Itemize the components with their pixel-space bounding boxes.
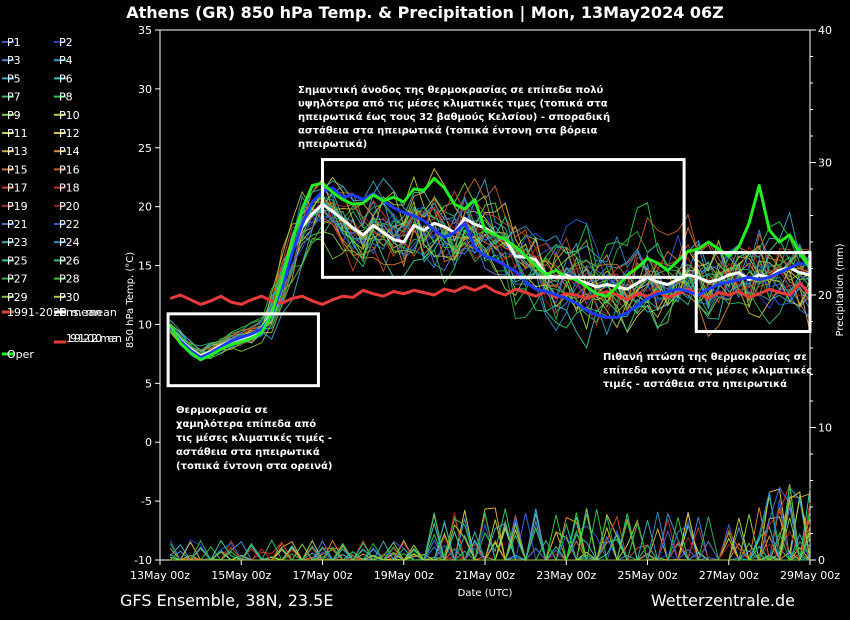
legend-label: P26 (59, 254, 80, 267)
legend-label: P24 (59, 236, 80, 249)
precipitation-traces (169, 483, 811, 562)
annotation-line: Σημαντική άνοδος της θερμοκρασίας σε επί… (298, 84, 604, 96)
x-tick-label: 23May 00z (536, 569, 596, 582)
y2-tick-label: 30 (818, 157, 832, 170)
footer-model-info: GFS Ensemble, 38N, 23.5E (120, 591, 333, 610)
legend-label: Ens. mean (59, 306, 117, 319)
series-line-oper (168, 176, 812, 362)
y-tick-label: -5 (141, 495, 152, 508)
annotation-line: Θερμοκρασία σε (176, 404, 268, 416)
annotation-line: ηπειρωτικά) (298, 138, 367, 150)
legend-label: Oper (7, 348, 34, 361)
legend-label: P2 (59, 36, 73, 49)
annotation-line: ηπειρωτικά έως τους 32 βαθμούς Κελσίου) … (298, 111, 610, 123)
annotation-line: τιμές - αστάθεια στα ηπειρωτικά (603, 378, 787, 390)
footer-source: Wetterzentrale.de (651, 591, 795, 610)
legend-label: P25 (7, 254, 28, 267)
legend-label: P8 (59, 91, 73, 104)
y-tick-label: 30 (138, 83, 152, 96)
x-axis-ticks: 13May 00z 15May 00z 17May 00z 19May 00z 21Ma… (130, 560, 840, 582)
member-line-p16 (169, 177, 811, 359)
member-line-p29 (169, 202, 811, 359)
annotation-line: αστάθεια στα ηπειρωτικά (176, 446, 320, 458)
x-tick-label: 15May 00z (211, 569, 271, 582)
legend-label: P22 (59, 218, 80, 231)
annotation-line: Πιθανή πτώση της θερμοκρασίας σε (603, 351, 807, 363)
highlight-box-3 (694, 251, 812, 334)
y-tick-label: 25 (138, 142, 152, 155)
legend: P1 P2 P3 P4 P5 P6 P7 P8 P9 P10 P11 P12 P13 P14 P15 P16 P… (2, 36, 122, 361)
chart-title: Athens (GR) 850 hPa Temp. & Precipitatio… (126, 3, 724, 23)
highlight-boxes (166, 158, 812, 388)
y-tick-label: 10 (138, 318, 152, 331)
y2-tick-label: 0 (818, 554, 825, 567)
y2-tick-label: 20 (818, 289, 832, 302)
legend-label: P29 (7, 291, 28, 304)
legend-label: P28 (59, 273, 80, 286)
x-tick-label: 21May 00z (455, 569, 515, 582)
legend-label: P20 (59, 200, 80, 213)
plot-area (159, 29, 812, 562)
y-axis-ticks: 35 30 25 20 15 10 5 0 -5 -10 (134, 24, 160, 567)
annotation-cool: Θερμοκρασία σε χαμηλότερα επίπεδα από τις … (176, 404, 332, 472)
legend-label: 1991-2020 mean (66, 332, 122, 345)
legend-label: P5 (7, 72, 21, 85)
y2-axis-label: Precipitation (mm) (835, 243, 846, 336)
x-tick-label: 19May 00z (374, 569, 434, 582)
annotation-line: αστάθεια στα ηπειρωτικά (τοπικά έντονη σ… (298, 125, 597, 137)
annotation-line: (τοπικά έντονη στα ορεινά) (176, 460, 332, 472)
legend-label: P7 (7, 91, 21, 104)
annotation-line: υψηλότερα από τις μέσες κλιματικές τιμες… (298, 98, 608, 110)
legend-label: P6 (59, 72, 73, 85)
y-tick-label: 20 (138, 201, 152, 214)
y2-axis-ticks: 40 30 20 10 0 (810, 24, 832, 567)
legend-label: P17 (7, 182, 28, 195)
member-line-p14 (169, 208, 811, 360)
legend-label: P18 (59, 182, 80, 195)
annotation-line: χαμηλότερα επίπεδα από (176, 418, 316, 430)
legend-label: P10 (59, 109, 80, 122)
legend-label: P1 (7, 36, 21, 49)
legend-label: P3 (7, 54, 21, 67)
x-tick-label: 25May 00z (617, 569, 677, 582)
legend-label: P9 (7, 109, 21, 122)
legend-label: P11 (7, 127, 28, 140)
x-tick-label: 29May 00z (780, 569, 840, 582)
legend-label: P30 (59, 291, 80, 304)
member-line-p9 (169, 182, 811, 358)
y-axis-label: 850 hPa Temp. (°C) (125, 252, 136, 348)
y2-tick-label: 10 (818, 422, 832, 435)
highlight-box-1 (321, 158, 686, 279)
x-tick-label: 17May 00z (292, 569, 352, 582)
precip-line-p30 (170, 491, 811, 561)
x-axis-label: Date (UTC) (458, 588, 513, 599)
legend-label: P16 (59, 163, 80, 176)
legend-label: P4 (59, 54, 73, 67)
x-tick-label: 13May 00z (130, 569, 190, 582)
legend-label: P14 (59, 145, 80, 158)
annotation-normal: Πιθανή πτώση της θερμοκρασίας σε επίπεδα … (603, 351, 812, 390)
y2-tick-label: 40 (818, 24, 832, 37)
annotation-warm: Σημαντική άνοδος της θερμοκρασίας σε επί… (298, 84, 610, 150)
y-tick-label: 35 (138, 24, 152, 37)
member-line-p26 (169, 195, 811, 358)
legend-label: P27 (7, 273, 28, 286)
annotation-line: τις μέσες κλιματικές τιμές - (176, 432, 332, 444)
legend-label: P19 (7, 200, 28, 213)
member-line-p5 (169, 177, 811, 352)
highlight-box-2 (166, 312, 320, 388)
y-tick-label: 5 (145, 377, 152, 390)
highlighted-series (168, 176, 812, 362)
legend-label: P12 (59, 127, 80, 140)
y-tick-label: 0 (145, 436, 152, 449)
legend-label: P21 (7, 218, 28, 231)
legend-label: P15 (7, 163, 28, 176)
legend-label: P23 (7, 236, 28, 249)
annotation-line: επίπεδα κοντά στις μέσες κλιματικές (603, 365, 812, 377)
x-tick-label: 27May 00z (699, 569, 759, 582)
y-tick-label: -10 (134, 554, 152, 567)
y-tick-label: 15 (138, 260, 152, 273)
legend-label: P13 (7, 145, 28, 158)
